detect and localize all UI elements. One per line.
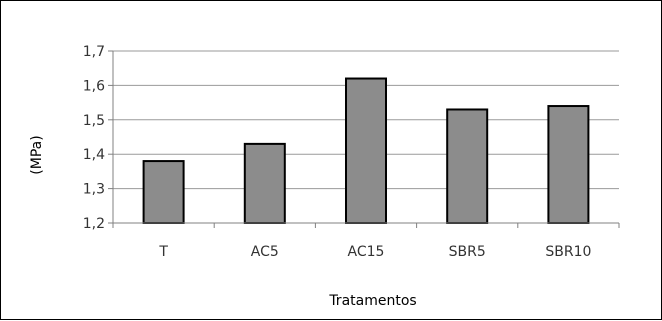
x-tick-label: AC15 bbox=[348, 244, 385, 260]
y-tick-label: 1,4 bbox=[83, 147, 105, 163]
ticks-layer: 1,2 1,3 1,4 1,5 1,6 1,7 T AC5 AC15 SBR5 SBR10 bbox=[83, 44, 592, 260]
bar-sbr10 bbox=[547, 105, 590, 224]
y-tick-label: 1,7 bbox=[83, 44, 105, 60]
y-tick-label: 1,3 bbox=[83, 182, 105, 198]
y-axis-title: (MPa) bbox=[29, 135, 45, 174]
bar-sbr5 bbox=[446, 108, 489, 224]
bars-layer bbox=[142, 77, 590, 225]
x-tick-label: AC5 bbox=[251, 244, 279, 260]
x-tick-label: SBR10 bbox=[545, 244, 591, 260]
y-tick-label: 1,6 bbox=[83, 78, 105, 94]
axes-layer bbox=[108, 50, 620, 228]
y-tick-label: 1,5 bbox=[83, 113, 105, 129]
y-tick-label: 1,2 bbox=[83, 216, 105, 232]
bar-ac5 bbox=[243, 142, 286, 225]
x-axis-title: Tratamentos bbox=[328, 293, 416, 309]
bar-t bbox=[142, 160, 185, 224]
x-tick-label: SBR5 bbox=[449, 244, 486, 260]
bar-ac15 bbox=[345, 77, 387, 224]
x-tick-label: T bbox=[158, 244, 168, 260]
